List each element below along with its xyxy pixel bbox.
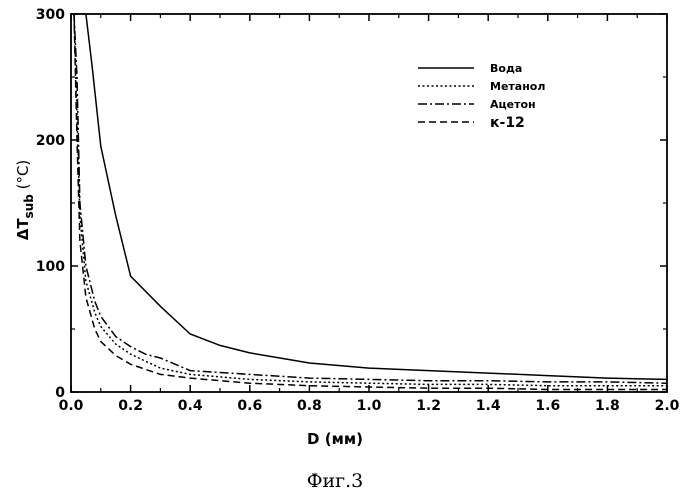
x-tick-label: 1.6 bbox=[535, 398, 560, 414]
x-tick-label: 0.8 bbox=[297, 398, 322, 414]
x-tick-label: 0.6 bbox=[237, 398, 262, 414]
y-tick-label: 300 bbox=[36, 7, 65, 23]
legend-label: Метанол bbox=[490, 80, 545, 93]
x-tick-label: 1.0 bbox=[357, 398, 382, 414]
series-line-dashed bbox=[74, 14, 667, 390]
series-lines bbox=[74, 14, 667, 390]
plot-frame bbox=[71, 14, 667, 392]
legend-label: к-12 bbox=[490, 115, 525, 131]
x-tick-label: 0.4 bbox=[178, 398, 203, 414]
y-tick-label: 200 bbox=[36, 133, 65, 149]
y-tick-label: 0 bbox=[55, 385, 65, 401]
legend-label: Ацетон bbox=[490, 98, 536, 111]
x-tick-label: 0.2 bbox=[118, 398, 143, 414]
y-axis-label: ΔTsub (°C) bbox=[14, 160, 36, 241]
x-tick-label: 1.8 bbox=[595, 398, 620, 414]
x-axis-ticks: 0.00.20.40.60.81.01.21.41.61.82.0 bbox=[59, 14, 680, 414]
y-tick-label: 100 bbox=[36, 259, 65, 275]
x-tick-label: 1.4 bbox=[476, 398, 501, 414]
x-axis-label: D (мм) bbox=[307, 430, 363, 448]
series-line-dashdot bbox=[74, 14, 667, 383]
x-tick-label: 1.2 bbox=[416, 398, 441, 414]
series-line-solid bbox=[86, 14, 667, 379]
figure-caption: Фиг.3 bbox=[307, 470, 364, 492]
y-axis-ticks: 0 100 200 300 bbox=[36, 7, 667, 401]
series-line-dotted bbox=[74, 14, 667, 386]
legend-label: Вода bbox=[490, 62, 522, 75]
x-tick-label: 2.0 bbox=[655, 398, 680, 414]
legend: Вода Метанол Ацетон к-12 bbox=[418, 62, 545, 131]
